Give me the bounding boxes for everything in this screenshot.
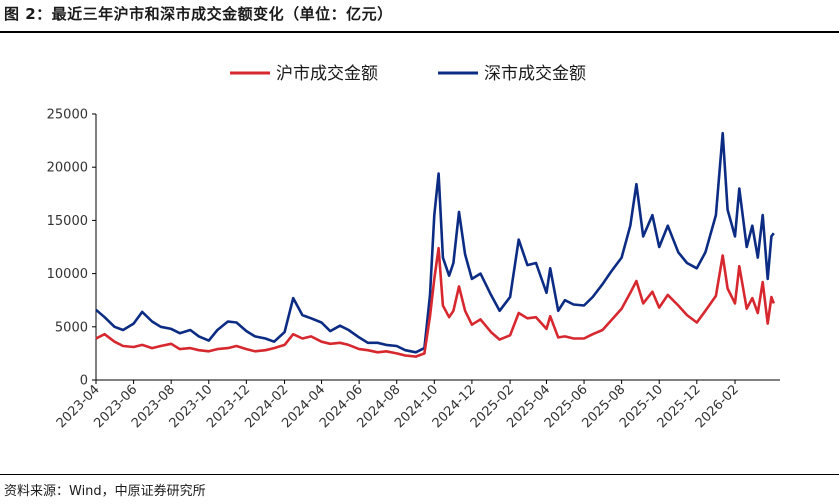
- chart-area: 沪市成交金额 深市成交金额 050001000015000200002500020…: [47, 64, 780, 431]
- legend: 沪市成交金额 深市成交金额: [230, 64, 586, 84]
- y-tick-label: 25000: [47, 108, 88, 123]
- y-tick-label: 0: [80, 374, 88, 389]
- series-line-sz: [95, 131, 775, 354]
- legend-label-sh: 沪市成交金额: [276, 64, 378, 84]
- series-layer: [95, 131, 776, 358]
- title-rule: [0, 31, 839, 33]
- y-tick-label: 5000: [55, 320, 88, 335]
- y-tick-label: 10000: [47, 267, 88, 282]
- y-tick-label: 20000: [47, 161, 88, 176]
- figure-title: 图 2：最近三年沪市和深市成交金额变化（单位：亿元）: [4, 5, 393, 23]
- legend-label-sz: 深市成交金额: [484, 64, 586, 84]
- axes: 05000100001500020000250002023-042023-062…: [47, 108, 780, 431]
- y-tick-label: 15000: [47, 214, 88, 229]
- footer-rule: [0, 474, 839, 475]
- source-note: 资料来源：Wind，中原证券研究所: [4, 484, 206, 499]
- series-line-sh: [95, 246, 776, 358]
